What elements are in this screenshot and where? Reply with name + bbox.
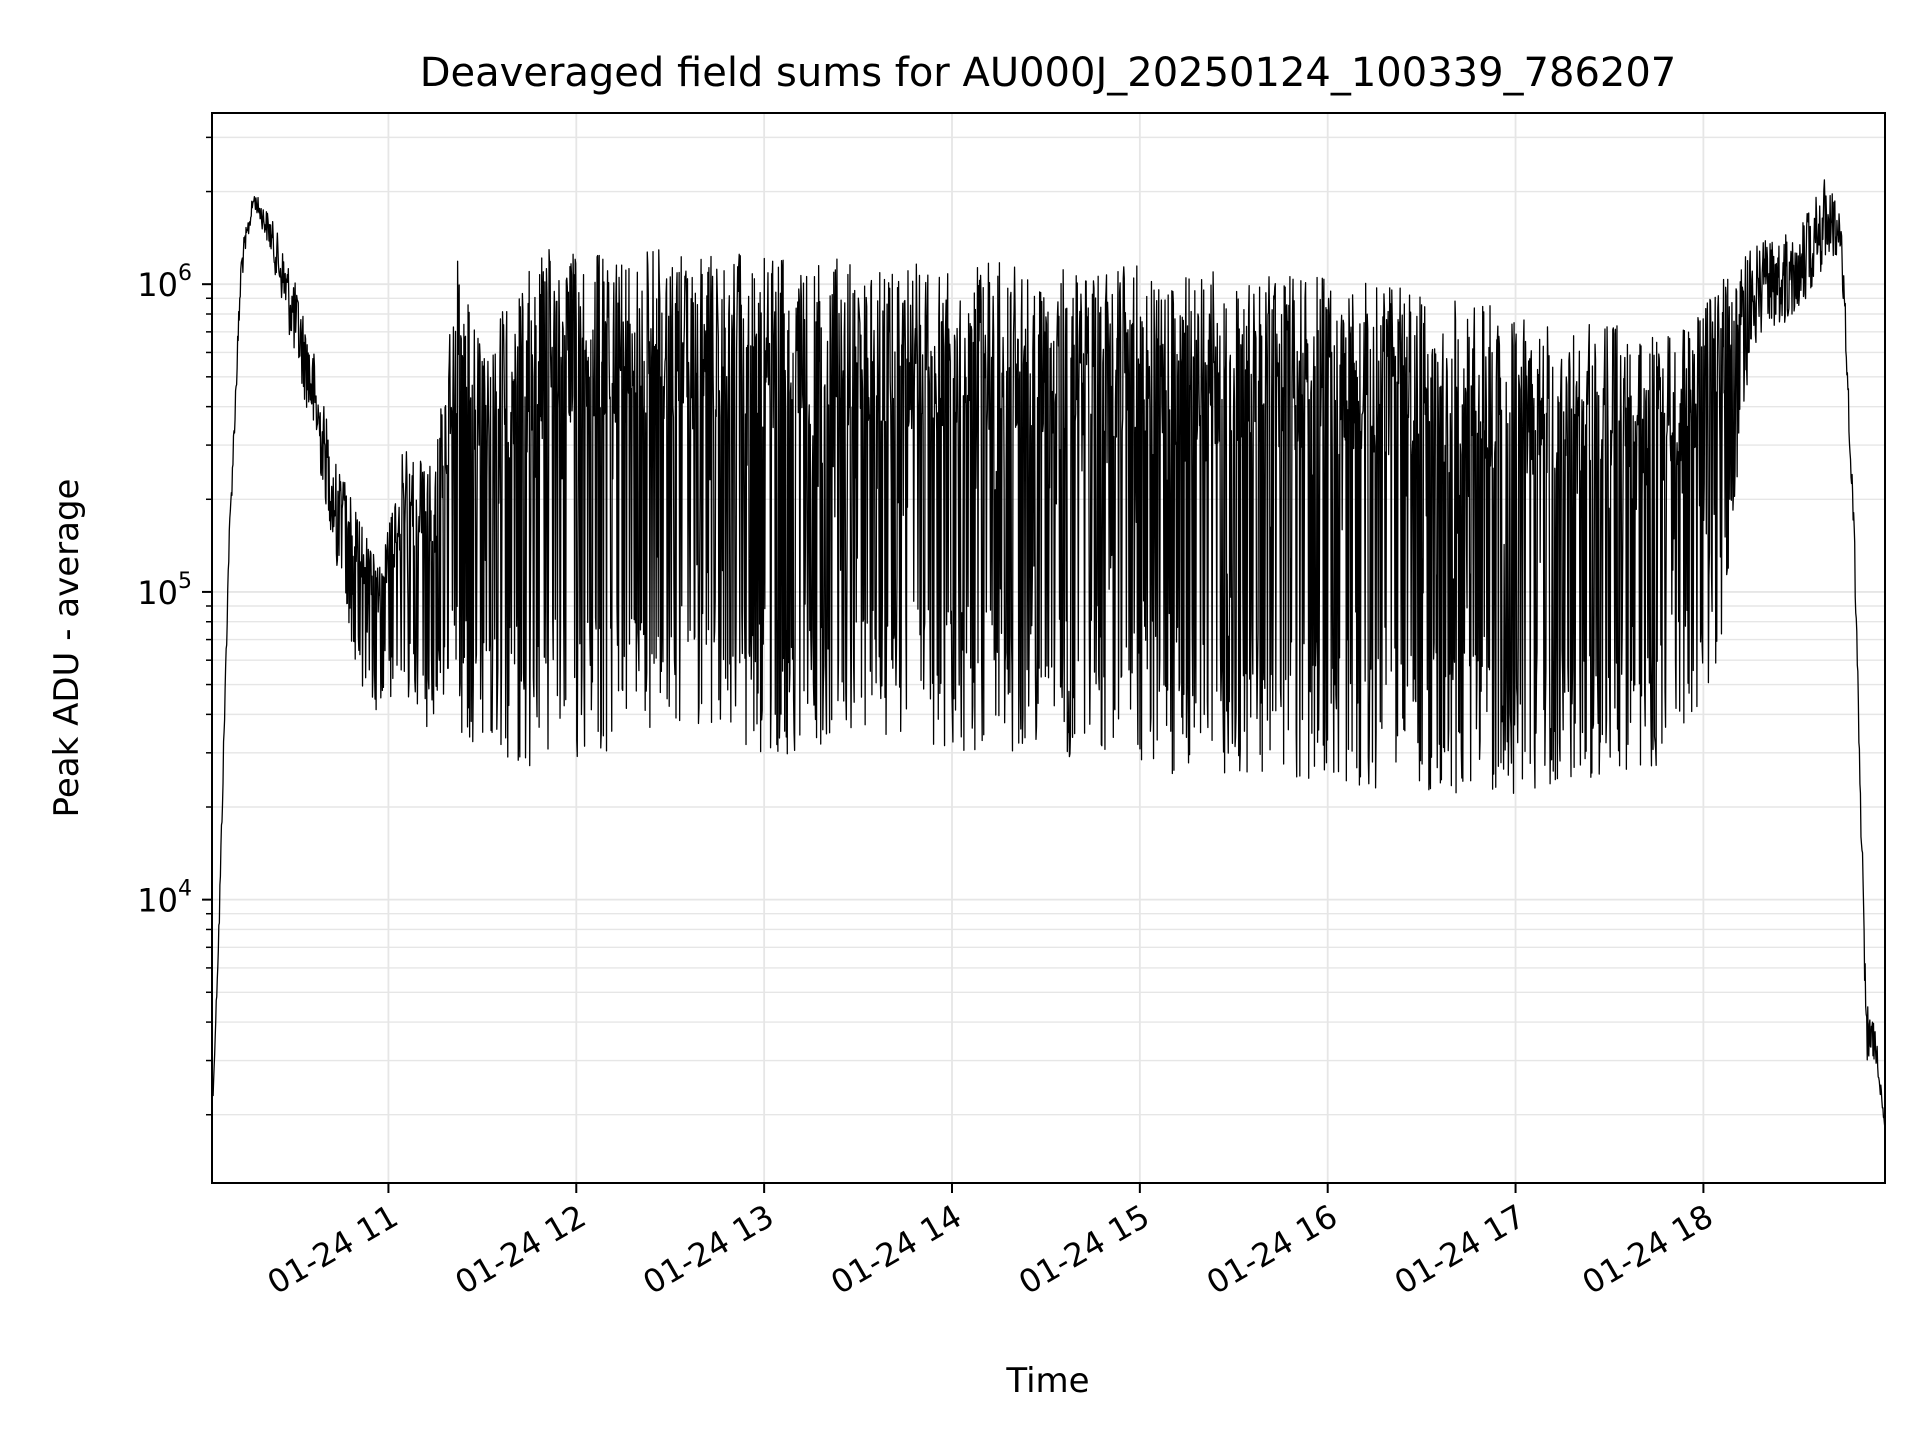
series-line bbox=[212, 179, 1886, 1129]
y-tick-label: 106 bbox=[137, 261, 192, 304]
y-tick-label: 105 bbox=[137, 569, 192, 612]
chart-title: Deaveraged field sums for AU000J_2025012… bbox=[420, 50, 1676, 96]
plot-frame bbox=[211, 112, 1886, 1184]
series bbox=[212, 179, 1886, 1129]
y-axis: 104 105 106 bbox=[137, 136, 212, 1116]
x-axis-label: Time bbox=[1005, 1361, 1089, 1401]
y-tick-label: 104 bbox=[137, 877, 192, 920]
y-axis-label: Peak ADU - average bbox=[47, 479, 87, 818]
